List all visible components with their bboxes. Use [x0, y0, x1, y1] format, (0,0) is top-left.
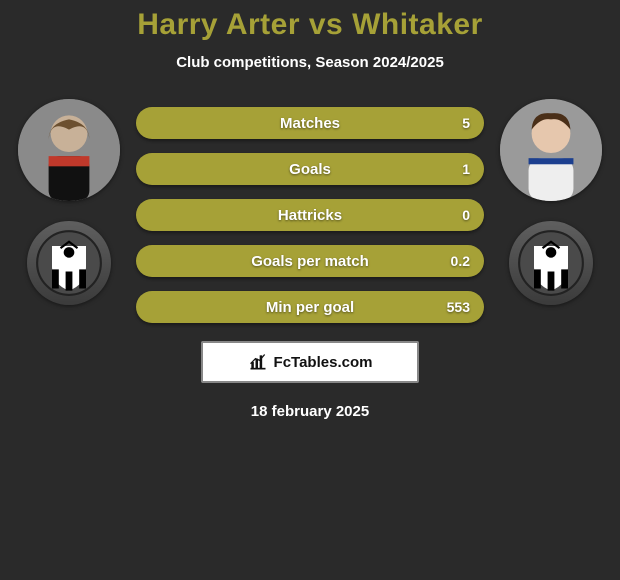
stat-row-hattricks: Hattricks 0	[136, 199, 484, 231]
stat-value-right: 0	[462, 207, 470, 223]
player-photo-placeholder-icon	[18, 99, 120, 201]
left-player-avatar	[18, 99, 120, 201]
main-row: Matches 5 Goals 1 Hattricks 0 Goals per …	[10, 99, 610, 323]
stat-value-right: 5	[462, 115, 470, 131]
left-club-badge	[27, 221, 111, 305]
bar-chart-icon	[248, 352, 268, 372]
stat-value-right: 0.2	[451, 253, 470, 269]
right-club-badge	[509, 221, 593, 305]
stat-row-goals: Goals 1	[136, 153, 484, 185]
brand-text: FcTables.com	[274, 354, 373, 371]
stat-label: Goals per match	[251, 253, 369, 270]
stat-label: Matches	[280, 115, 340, 132]
club-crest-icon	[35, 229, 103, 297]
subtitle: Club competitions, Season 2024/2025	[10, 54, 610, 71]
left-player-col	[18, 99, 120, 305]
stat-row-matches: Matches 5	[136, 107, 484, 139]
stat-row-goals-per-match: Goals per match 0.2	[136, 245, 484, 277]
stat-label: Goals	[289, 161, 331, 178]
brand-attribution: FcTables.com	[201, 341, 419, 383]
stat-label: Hattricks	[278, 207, 342, 224]
comparison-date: 18 february 2025	[10, 403, 610, 420]
club-crest-icon	[517, 229, 585, 297]
comparison-card: Harry Arter vs Whitaker Club competition…	[0, 0, 620, 420]
right-player-avatar	[500, 99, 602, 201]
stat-value-right: 553	[447, 299, 470, 315]
stats-column: Matches 5 Goals 1 Hattricks 0 Goals per …	[136, 99, 484, 323]
stat-label: Min per goal	[266, 299, 354, 316]
right-player-col	[500, 99, 602, 305]
stat-value-right: 1	[462, 161, 470, 177]
stat-row-min-per-goal: Min per goal 553	[136, 291, 484, 323]
page-title: Harry Arter vs Whitaker	[10, 8, 610, 42]
player-photo-placeholder-icon	[500, 99, 602, 201]
